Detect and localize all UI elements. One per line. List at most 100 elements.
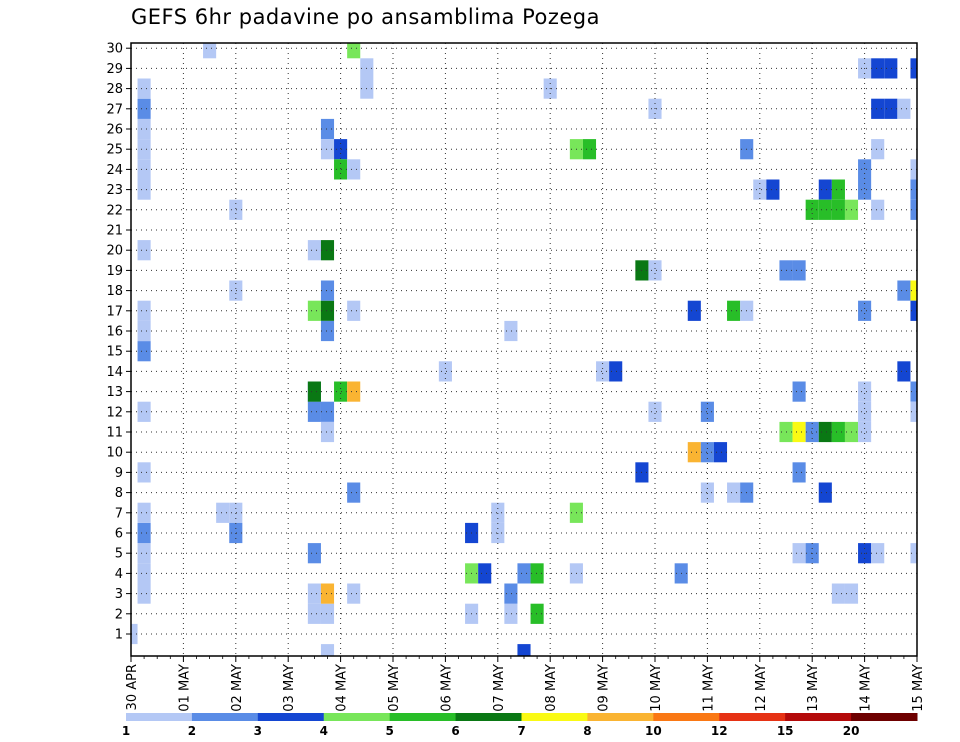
colorbar-swatch [323, 713, 391, 721]
precip-cell [648, 260, 662, 281]
x-tick-label: 30 APR [125, 664, 140, 710]
precip-cell [137, 401, 151, 422]
precip-cell [871, 98, 885, 119]
precip-cell [347, 583, 361, 604]
precip-cell [347, 159, 361, 180]
colorbar-label: 3 [254, 724, 262, 738]
colorbar-swatch [126, 713, 193, 721]
colorbar-label: 12 [711, 724, 728, 738]
precip-cell [347, 43, 361, 59]
precip-cell [229, 280, 243, 301]
precip-cell [858, 179, 872, 200]
precip-cell [753, 179, 767, 200]
precip-cell [137, 300, 151, 321]
y-tick-label: 22 [106, 203, 123, 218]
precip-cell [137, 320, 151, 342]
y-tick-label: 12 [106, 405, 123, 420]
precip-cell [320, 240, 335, 261]
precip-cell [137, 159, 151, 180]
precip-cell [137, 583, 151, 604]
x-tick-label: 14 MAY [859, 664, 874, 712]
precip-cell [137, 240, 151, 261]
y-tick-label: 11 [106, 426, 123, 441]
x-tick-label: 07 MAY [492, 664, 507, 712]
precip-cell [831, 199, 845, 220]
y-tick-label: 5 [115, 547, 123, 562]
precip-cell [504, 583, 518, 604]
y-tick-label: 18 [106, 284, 123, 299]
precip-cell [713, 442, 728, 463]
precip-cell [203, 43, 217, 59]
precip-cell [334, 159, 348, 180]
grid-layer [131, 43, 917, 656]
x-tick-label: 05 MAY [387, 664, 402, 712]
precip-cell [871, 58, 885, 79]
colorbar-swatch [785, 713, 852, 721]
precip-cell [792, 462, 806, 483]
precip-cell [438, 361, 452, 382]
precip-cell [831, 583, 845, 604]
precip-cell [700, 401, 714, 422]
precip-cell [910, 199, 917, 220]
precip-cell [307, 300, 321, 321]
precip-cell [137, 98, 151, 119]
x-tick-label: 02 MAY [230, 664, 245, 712]
precip-cell [792, 381, 806, 402]
colorbar-label: 5 [385, 724, 393, 738]
precip-cell [216, 502, 230, 523]
precip-cell [137, 502, 151, 523]
colorbar-label: 6 [451, 724, 459, 738]
y-axis: 1234567891011121314151617181920212223242… [106, 42, 131, 643]
precip-cell [307, 381, 321, 402]
precip-cell [805, 199, 819, 220]
precip-cell [137, 139, 151, 160]
y-tick-label: 16 [106, 325, 123, 340]
precip-cell [307, 401, 321, 422]
y-tick-label: 6 [115, 527, 123, 542]
precip-cell [687, 300, 701, 321]
x-tick-label: 12 MAY [754, 664, 769, 712]
precip-cell [137, 563, 151, 584]
precip-cell [517, 644, 531, 656]
x-tick-label: 15 MAY [911, 664, 926, 712]
precip-cell [530, 603, 544, 624]
precip-cell [320, 421, 335, 443]
colorbar-swatch [257, 713, 325, 721]
precip-cell [320, 320, 335, 342]
precip-cell [884, 98, 898, 119]
precip-cell [334, 381, 348, 402]
precip-cell [910, 58, 917, 79]
y-tick-label: 25 [106, 143, 123, 158]
precip-cell [504, 320, 518, 342]
y-tick-label: 14 [106, 365, 123, 380]
precip-cell [818, 199, 832, 220]
precip-cell [910, 401, 917, 422]
precip-cell [727, 482, 741, 503]
y-tick-label: 15 [106, 345, 123, 360]
precip-cell [700, 482, 714, 503]
y-tick-label: 19 [106, 264, 123, 279]
y-tick-label: 20 [106, 244, 123, 259]
precip-cell [818, 179, 832, 200]
precip-cell [910, 300, 917, 321]
x-tick-label: 06 MAY [439, 664, 454, 712]
precip-cell [858, 421, 872, 443]
precip-cell [517, 563, 531, 584]
colorbar-label: 4 [320, 724, 328, 738]
colorbar-label: 2 [188, 724, 196, 738]
precip-cell [320, 583, 335, 604]
x-tick-label: 13 MAY [806, 664, 821, 712]
precip-cell [491, 502, 505, 523]
precip-cell [609, 361, 623, 382]
precip-cell [910, 179, 917, 200]
x-tick-label: 01 MAY [177, 664, 192, 712]
precip-cell [137, 118, 151, 140]
precip-cell [700, 442, 714, 463]
colorbar-swatch [587, 713, 654, 721]
precip-cell [320, 300, 335, 321]
precip-cell [871, 199, 885, 220]
precip-cell [320, 644, 335, 656]
colorbar-swatch [653, 713, 720, 721]
x-tick-label: 03 MAY [282, 664, 297, 712]
